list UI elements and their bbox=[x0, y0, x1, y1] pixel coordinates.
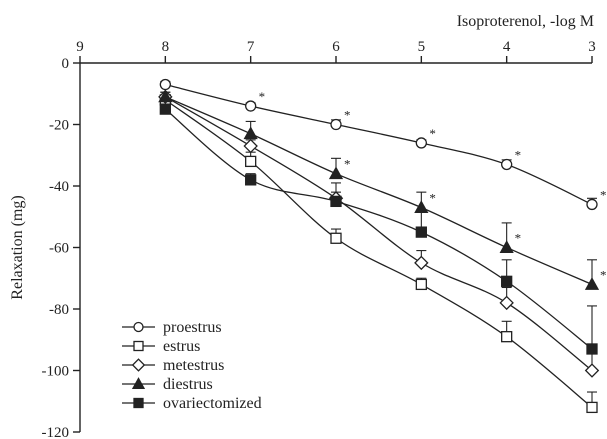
point-diestrus bbox=[584, 277, 600, 290]
significance-star-diestrus: * bbox=[429, 191, 436, 206]
y-tick-label: 0 bbox=[62, 56, 70, 72]
point-proestrus bbox=[159, 78, 171, 91]
y-tick-label: -60 bbox=[49, 241, 69, 257]
significance-star-diestrus: * bbox=[344, 157, 351, 172]
point-ovariectomized bbox=[586, 343, 598, 355]
y-axis-title: Relaxation (mg) bbox=[9, 195, 26, 299]
point-estrus bbox=[586, 401, 598, 414]
point-proestrus bbox=[415, 137, 427, 149]
significance-star-proestrus: * bbox=[515, 147, 522, 162]
series-markers bbox=[158, 78, 600, 414]
point-proestrus bbox=[586, 198, 598, 211]
legend-marker-metestrus bbox=[131, 358, 146, 372]
legend-label-metestrus: metestrus bbox=[163, 357, 224, 374]
series-lines bbox=[164, 83, 593, 408]
point-diestrus bbox=[243, 126, 258, 140]
significance-annotations: * * * * * * * * * bbox=[259, 89, 607, 282]
point-estrus bbox=[330, 232, 342, 244]
point-ovariectomized bbox=[159, 103, 171, 115]
point-estrus bbox=[245, 155, 257, 168]
series-line-proestrus bbox=[165, 83, 593, 206]
error-bars bbox=[160, 80, 597, 408]
point-diestrus bbox=[414, 200, 429, 213]
x-tick-label: 4 bbox=[503, 39, 511, 55]
legend-label-diestrus: diestrus bbox=[163, 376, 213, 393]
point-ovariectomized bbox=[501, 275, 513, 287]
axes: 9 8 7 6 5 4 3 Isoproterenol, -log M 0 -20 -40 -60 -8… bbox=[9, 13, 596, 439]
point-ovariectomized bbox=[415, 226, 427, 238]
legend-label-proestrus: proestrus bbox=[163, 319, 222, 336]
series-line-metestrus bbox=[165, 96, 593, 372]
significance-star-proestrus: * bbox=[259, 89, 266, 104]
x-axis-title: Isoproterenol, -log M bbox=[457, 13, 594, 30]
x-tick-label: 6 bbox=[332, 39, 340, 55]
point-estrus bbox=[415, 278, 427, 291]
legend-label-ovariectomized: ovariectomized bbox=[163, 395, 262, 412]
point-estrus bbox=[501, 331, 513, 343]
series-line-ovariectomized bbox=[164, 108, 593, 350]
point-metestrus bbox=[584, 363, 600, 378]
significance-star-proestrus: * bbox=[429, 126, 436, 141]
point-proestrus bbox=[501, 158, 513, 171]
x-tick-label: 3 bbox=[588, 39, 596, 55]
legend: proestrus estrus metestrus diestrus ovariect… bbox=[122, 319, 262, 412]
y-tick-label: -120 bbox=[42, 425, 70, 439]
x-tick-label: 5 bbox=[418, 39, 426, 55]
x-tick-label: 9 bbox=[76, 39, 84, 55]
legend-marker-ovariectomized bbox=[133, 397, 144, 409]
point-metestrus bbox=[499, 295, 514, 311]
point-diestrus bbox=[328, 166, 344, 180]
series-line-diestrus bbox=[165, 96, 593, 285]
significance-star-proestrus: * bbox=[600, 187, 607, 202]
significance-star-diestrus: * bbox=[515, 231, 522, 246]
point-proestrus bbox=[245, 100, 257, 112]
legend-marker-estrus bbox=[133, 340, 144, 352]
legend-marker-diestrus bbox=[131, 377, 146, 390]
series-line-estrus bbox=[164, 99, 593, 408]
point-proestrus bbox=[330, 118, 342, 131]
point-ovariectomized bbox=[245, 174, 257, 186]
legend-label-estrus: estrus bbox=[163, 338, 200, 355]
x-tick-label: 7 bbox=[247, 39, 255, 55]
point-diestrus bbox=[158, 89, 173, 103]
y-tick-label: -100 bbox=[42, 364, 70, 380]
significance-star-proestrus: * bbox=[344, 108, 351, 123]
y-tick-label: -40 bbox=[49, 179, 69, 195]
y-tick-label: -20 bbox=[49, 118, 69, 134]
x-tick-label: 8 bbox=[162, 39, 170, 55]
point-metestrus bbox=[243, 138, 258, 154]
point-metestrus bbox=[414, 255, 429, 271]
y-tick-label: -80 bbox=[49, 302, 69, 318]
point-ovariectomized bbox=[330, 195, 342, 208]
legend-marker-proestrus bbox=[133, 321, 144, 333]
significance-star-diestrus: * bbox=[600, 267, 607, 282]
point-diestrus bbox=[499, 240, 514, 253]
